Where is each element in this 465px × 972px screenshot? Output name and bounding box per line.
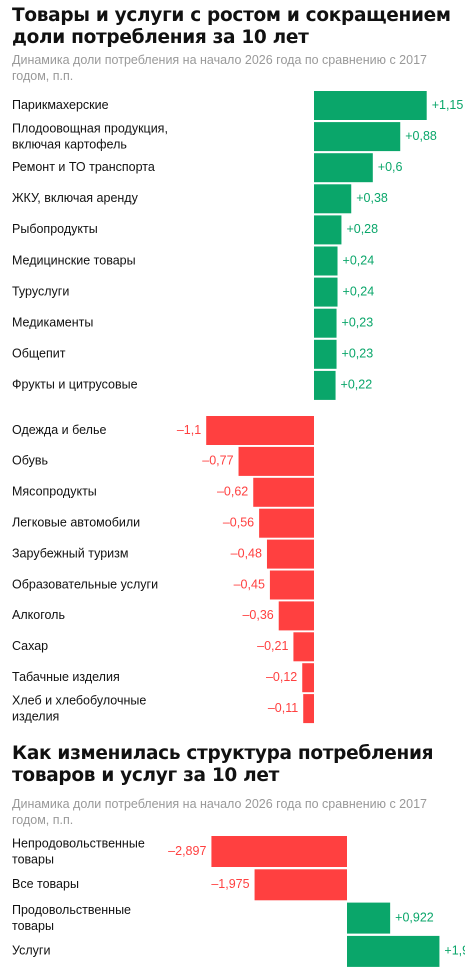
positive-category-label: Фрукты и цитрусовые xyxy=(12,378,138,392)
positive-bar xyxy=(314,153,373,183)
negative-category-label: Одежда и белье xyxy=(12,423,106,437)
positive-value-label: +0,24 xyxy=(343,284,375,298)
structure-category-label: Все товары xyxy=(12,877,79,891)
positive-category-label: Медицинские товары xyxy=(12,253,136,267)
negative-value-label: –1,1 xyxy=(177,423,201,437)
positive-bar xyxy=(314,277,338,307)
negative-category-label: Алкоголь xyxy=(12,608,65,622)
negative-category-label: Легковые автомобили xyxy=(12,515,140,529)
negative-bar xyxy=(238,446,314,476)
negative-bar xyxy=(278,601,314,631)
negative-value-label: –0,77 xyxy=(202,454,233,468)
positive-value-label: +0,24 xyxy=(343,253,375,267)
positive-value-label: +0,23 xyxy=(342,315,374,329)
positive-category-label: Медикаменты xyxy=(12,315,93,329)
structure-category-label: Продовольственные товары xyxy=(12,903,131,933)
negative-bar xyxy=(303,694,314,724)
structure-value-label: –1,975 xyxy=(211,877,249,891)
structure-category-label: Услуги xyxy=(12,944,50,958)
chart2-subtitle: Динамика доли потребления на начало 2026… xyxy=(12,797,427,827)
structure-bar xyxy=(211,836,347,867)
negative-value-label: –0,48 xyxy=(231,546,262,560)
negative-category-label: Зарубежный туризм xyxy=(12,546,128,560)
negative-category-label: Табачные изделия xyxy=(12,670,120,684)
chart2-title: Как изменилась структура потребления тов… xyxy=(12,743,434,786)
negative-bar xyxy=(266,539,314,569)
negative-bar xyxy=(259,508,314,538)
positive-bar xyxy=(314,215,342,245)
positive-bar xyxy=(314,246,338,276)
positive-value-label: +0,23 xyxy=(342,347,374,361)
negative-category-label: Обувь xyxy=(12,454,48,468)
structure-value-label: +1,975 xyxy=(444,944,465,958)
negative-value-label: –0,11 xyxy=(268,701,298,715)
positive-category-label: ЖКУ, включая аренду xyxy=(12,191,139,205)
positive-category-label: Туруслуги xyxy=(12,284,69,298)
negative-bar xyxy=(269,570,314,600)
chart1-title: Товары и услуги с ростом и сокращением д… xyxy=(12,5,451,48)
positive-bar xyxy=(314,91,427,120)
negative-value-label: –0,12 xyxy=(266,670,297,684)
negative-category-label: Мясопродукты xyxy=(12,485,97,499)
positive-value-label: +0,28 xyxy=(346,222,378,236)
negative-value-label: –0,62 xyxy=(217,485,248,499)
negative-value-label: –0,36 xyxy=(242,608,273,622)
chart1-subtitle: Динамика доли потребления на начало 2026… xyxy=(12,53,427,83)
negative-category-label: Образовательные услуги xyxy=(12,577,158,591)
negative-bar xyxy=(206,416,314,445)
negative-value-label: –0,56 xyxy=(223,515,254,529)
positive-bar xyxy=(314,339,337,369)
positive-value-label: +0,6 xyxy=(378,160,403,174)
positive-value-label: +0,38 xyxy=(356,191,388,205)
positive-category-label: Ремонт и ТО транспорта xyxy=(12,160,155,174)
negative-category-label: Сахар xyxy=(12,639,48,653)
negative-bar xyxy=(253,477,314,507)
positive-bar xyxy=(314,308,337,338)
negative-value-label: –0,45 xyxy=(234,577,265,591)
structure-bar xyxy=(254,869,347,901)
positive-category-label: Общепит xyxy=(12,347,66,361)
structure-bar xyxy=(347,902,391,934)
positive-bar xyxy=(314,184,352,214)
structure-value-label: +0,922 xyxy=(395,910,434,924)
structure-category-label: Непродовольственные товары xyxy=(12,837,145,867)
positive-value-label: +0,22 xyxy=(341,378,373,392)
positive-category-label: Рыбопродукты xyxy=(12,222,98,236)
positive-category-label: Парикмахерские xyxy=(12,98,109,112)
structure-bar xyxy=(347,935,440,967)
structure-value-label: –2,897 xyxy=(168,844,206,858)
positive-value-label: +0,88 xyxy=(405,129,437,143)
positive-bar xyxy=(314,122,401,152)
positive-value-label: +1,15 xyxy=(432,98,464,112)
negative-bar xyxy=(302,663,314,693)
negative-bar xyxy=(293,632,314,662)
positive-bar xyxy=(314,370,336,400)
negative-category-label: Хлеб и хлебобулочные изделия xyxy=(12,694,146,724)
negative-value-label: –0,21 xyxy=(257,639,288,653)
positive-category-label: Плодоовощная продукция, включая картофель xyxy=(12,122,168,152)
